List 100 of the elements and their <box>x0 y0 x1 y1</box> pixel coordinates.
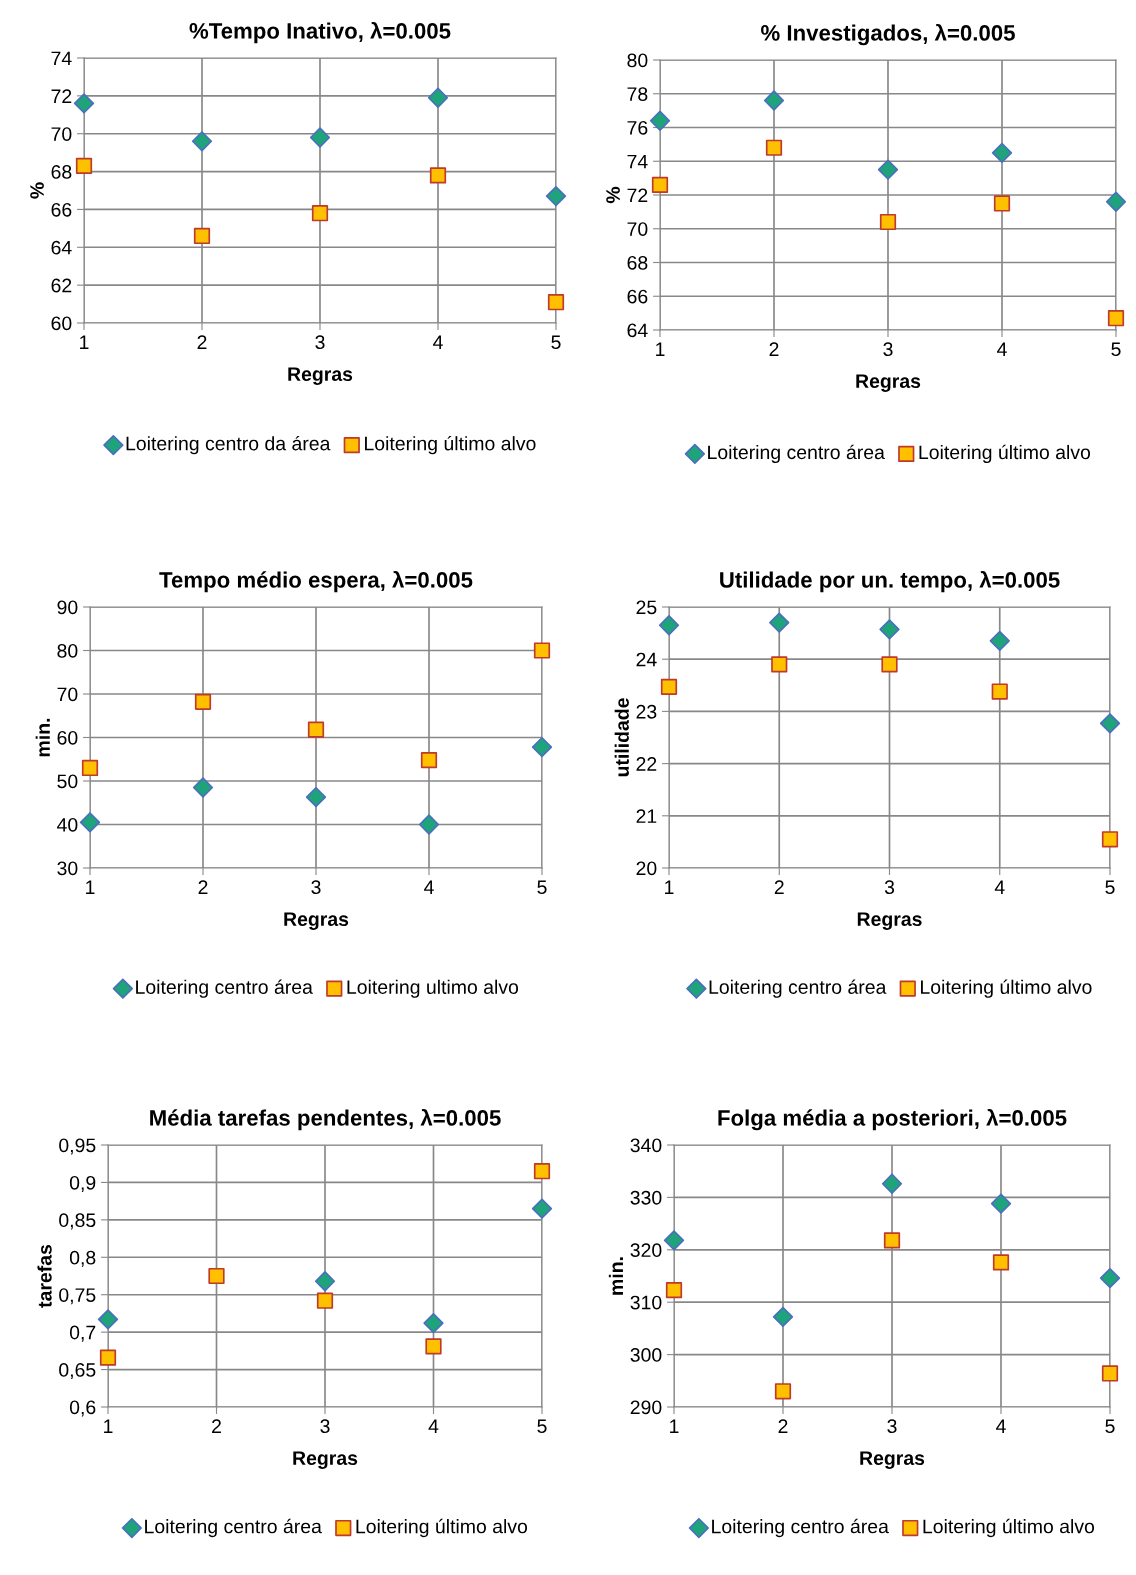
y-tick-label: 340 <box>630 1138 662 1153</box>
y-tick-label: 0,65 <box>59 1363 96 1380</box>
y-tick-label: 70 <box>627 222 648 236</box>
point <box>311 205 329 222</box>
point <box>99 1349 117 1366</box>
point <box>1099 713 1121 734</box>
point <box>771 656 788 673</box>
point <box>418 814 440 835</box>
y-axis-title: min. <box>608 1257 623 1295</box>
legend-label: Loitering centro área <box>136 979 313 998</box>
y-tick-label: 72 <box>627 188 648 203</box>
point <box>545 186 567 207</box>
point <box>307 721 325 738</box>
x-tick-label: 5 <box>1105 1419 1115 1434</box>
point <box>305 786 327 808</box>
point <box>993 195 1011 212</box>
x-tick-label: 2 <box>769 342 779 356</box>
y-tick-label: 0,6 <box>69 1400 96 1417</box>
legend-label: Loitering ultimo alvo <box>347 979 519 998</box>
point <box>769 612 790 633</box>
y-tick-label: 25 <box>636 600 657 615</box>
chart-title: Folga média a posteriori, λ=0.005 <box>718 1108 1067 1131</box>
point <box>649 110 671 131</box>
point <box>879 213 897 231</box>
point <box>547 294 565 311</box>
y-tick-label: 0,95 <box>59 1138 96 1155</box>
x-axis-title: Regras <box>860 1451 925 1469</box>
point <box>877 159 899 180</box>
point <box>879 619 900 640</box>
point <box>420 752 438 769</box>
legend-label: Loitering centro área <box>145 1518 322 1538</box>
x-tick-label: 1 <box>80 335 89 349</box>
x-tick-label: 2 <box>198 880 208 894</box>
y-tick-label: 0,9 <box>69 1175 96 1192</box>
y-tick-label: 0,8 <box>69 1250 96 1267</box>
point <box>314 1271 336 1292</box>
y-tick-label: 0,85 <box>59 1213 96 1230</box>
y-tick-label: 78 <box>627 87 648 101</box>
x-tick-label: 5 <box>1111 342 1121 357</box>
x-axis-title: Regras <box>293 1451 358 1469</box>
y-tick-label: 22 <box>636 757 657 771</box>
point <box>772 1306 794 1328</box>
x-tick-label: 5 <box>537 1419 547 1434</box>
chart-title: Tempo médio espera, λ=0.005 <box>159 570 473 593</box>
x-tick-label: 1 <box>665 880 674 894</box>
point <box>990 1193 1012 1214</box>
x-tick-label: 4 <box>428 1419 439 1433</box>
y-tick-label: 64 <box>51 240 72 255</box>
y-axis-title: % <box>30 182 44 199</box>
x-tick-label: 3 <box>883 342 893 357</box>
chart-title: Utilidade por un. tempo, λ=0.005 <box>720 570 1060 593</box>
point <box>1105 191 1127 212</box>
y-axis-title: utilidade <box>614 698 629 777</box>
point <box>1101 1365 1119 1382</box>
y-tick-label: 62 <box>51 278 72 293</box>
point <box>763 90 785 111</box>
legend-label: Loitering centro área <box>709 979 887 998</box>
point <box>316 1292 334 1309</box>
x-tick-label: 2 <box>778 1419 788 1433</box>
y-axis-title: min. <box>35 718 50 757</box>
y-tick-label: 330 <box>630 1190 662 1205</box>
point <box>1101 831 1119 848</box>
point <box>193 227 211 245</box>
point <box>309 127 331 148</box>
point <box>651 176 669 193</box>
y-tick-label: 310 <box>630 1295 662 1310</box>
y-tick-label: 60 <box>57 730 78 745</box>
y-axis-title: % <box>606 186 620 204</box>
x-tick-label: 2 <box>197 335 207 349</box>
point <box>423 1313 444 1334</box>
y-tick-label: 64 <box>627 323 648 338</box>
legend-label: Loitering último alvo <box>923 1518 1095 1538</box>
legend-label: Loitering centro da área <box>126 435 331 455</box>
y-tick-label: 0,7 <box>69 1325 96 1342</box>
y-tick-label: 40 <box>57 817 78 832</box>
point <box>427 87 449 108</box>
y-tick-label: 80 <box>627 53 648 68</box>
legend-label: Loitering último alvo <box>919 444 1091 464</box>
x-tick-label: 4 <box>997 342 1007 356</box>
point <box>992 1254 1010 1271</box>
x-tick-label: 1 <box>670 1419 679 1433</box>
y-tick-label: 21 <box>636 809 657 823</box>
y-tick-label: 23 <box>636 704 657 719</box>
y-tick-label: 68 <box>627 255 648 270</box>
x-tick-label: 3 <box>884 880 895 895</box>
point <box>531 736 553 758</box>
point <box>658 615 680 636</box>
chart-title: % Investigados, λ=0.005 <box>761 23 1015 46</box>
y-tick-label: 72 <box>51 89 72 103</box>
y-tick-label: 50 <box>57 774 78 789</box>
point <box>79 812 101 833</box>
legend-label: Loitering último alvo <box>356 1518 528 1538</box>
point <box>774 1383 792 1400</box>
point <box>660 678 678 695</box>
x-tick-label: 3 <box>315 335 325 350</box>
point <box>73 93 95 114</box>
y-tick-label: 90 <box>57 600 78 615</box>
y-tick-label: 68 <box>51 165 72 179</box>
x-tick-label: 1 <box>86 880 95 894</box>
legend-label: Loitering centro área <box>712 1518 889 1538</box>
